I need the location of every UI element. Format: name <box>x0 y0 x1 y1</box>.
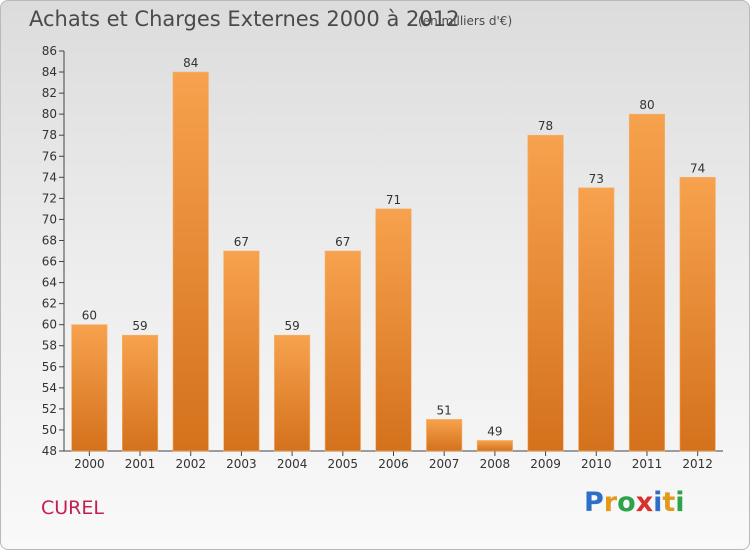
x-tick-label: 2002 <box>175 457 206 471</box>
logo-letter: i <box>653 487 663 518</box>
y-tick-label: 54 <box>42 381 57 395</box>
bar <box>426 419 463 452</box>
y-tick-label: 78 <box>42 128 57 142</box>
y-tick-label: 66 <box>42 255 57 269</box>
bar <box>375 208 412 452</box>
chart-title: Achats et Charges Externes 2000 à 2012 <box>29 7 460 31</box>
logo-letter: i <box>675 487 685 518</box>
x-tick-label: 2000 <box>74 457 105 471</box>
y-tick-label: 56 <box>42 360 57 374</box>
axes: 48 50 52 54 56 58 60 62 64 66 68 70 72 74 76 78 80 82 84 86 <box>42 44 723 458</box>
data-label: 84 <box>183 56 198 70</box>
x-tick-label: 2011 <box>632 457 663 471</box>
bar <box>679 177 716 452</box>
y-tick-label: 76 <box>42 149 57 163</box>
x-tick-label: 2010 <box>581 457 612 471</box>
y-tick-label: 68 <box>42 233 57 247</box>
x-tick-label: 2007 <box>429 457 460 471</box>
data-label: 74 <box>690 161 705 175</box>
y-tick-label: 74 <box>42 170 57 184</box>
data-label: 73 <box>589 172 604 186</box>
y-tick-label: 72 <box>42 191 57 205</box>
x-tick-label: 2004 <box>277 457 308 471</box>
data-label: 59 <box>132 319 147 333</box>
bar <box>628 113 666 452</box>
commune-name: CUREL <box>41 497 104 519</box>
x-tick-label: 2005 <box>328 457 359 471</box>
labels: 60 2000 59 2001 84 2002 67 2003 59 2004 67 2005 71 20… <box>74 56 713 471</box>
data-label: 59 <box>284 319 299 333</box>
y-tick-label: 64 <box>42 276 57 290</box>
bar <box>172 71 209 452</box>
bar <box>578 187 615 452</box>
bars <box>71 71 716 452</box>
y-tick-label: 52 <box>42 402 57 416</box>
y-tick-label: 60 <box>42 318 57 332</box>
bar <box>476 440 513 452</box>
data-label: 71 <box>386 193 401 207</box>
data-label: 67 <box>234 235 249 249</box>
x-tick-label: 2003 <box>226 457 257 471</box>
y-tick-label: 86 <box>42 44 57 58</box>
logo-letter: t <box>662 487 676 518</box>
data-label: 60 <box>82 309 97 323</box>
proxiti-logo: Proxiti <box>584 487 685 518</box>
bar <box>274 334 311 452</box>
y-tick-label: 82 <box>42 86 57 100</box>
x-tick-label: 2009 <box>530 457 561 471</box>
x-tick-label: 2008 <box>480 457 511 471</box>
bar <box>324 250 361 452</box>
data-label: 78 <box>538 119 553 133</box>
x-tick-label: 2012 <box>682 457 713 471</box>
data-label: 80 <box>639 98 654 112</box>
logo-letter: o <box>617 487 636 518</box>
y-tick-label: 70 <box>42 212 57 226</box>
bar <box>223 250 260 452</box>
y-tick-label: 48 <box>42 444 57 458</box>
x-tick-label: 2001 <box>125 457 156 471</box>
logo-letter: P <box>584 487 604 518</box>
bar <box>121 334 159 452</box>
logo-letter: r <box>603 487 618 518</box>
y-tick-label: 80 <box>42 107 57 121</box>
bar <box>527 134 564 452</box>
y-tick-label: 58 <box>42 339 57 353</box>
data-label: 49 <box>487 424 502 438</box>
y-tick-label: 62 <box>42 297 57 311</box>
y-tick-label: 84 <box>42 65 57 79</box>
data-label: 67 <box>335 235 350 249</box>
logo-letter: x <box>635 487 654 518</box>
bar <box>71 324 108 452</box>
y-tick-label: 50 <box>42 423 57 437</box>
x-tick-label: 2006 <box>378 457 409 471</box>
data-label: 51 <box>437 403 452 417</box>
chart-subtitle: (en milliers d'€) <box>418 14 513 28</box>
